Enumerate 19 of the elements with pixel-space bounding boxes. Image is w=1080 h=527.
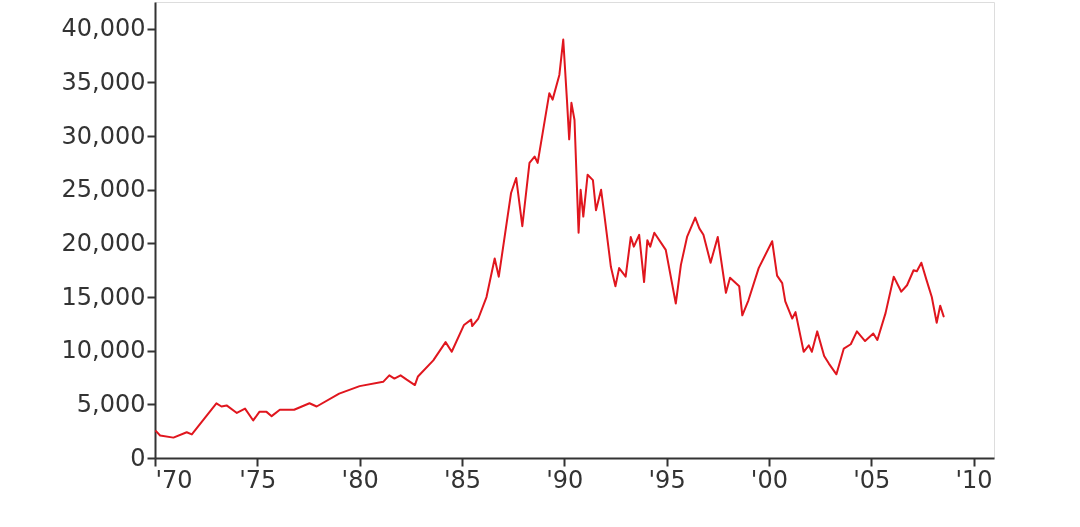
x-tick-label: '10 (955, 465, 993, 494)
x-tick-label: '75 (239, 465, 277, 494)
x-tick-label: '00 (750, 465, 788, 494)
y-tick-label: 20,000 (61, 228, 146, 257)
x-tick-label: '05 (853, 465, 891, 494)
y-tick-label: 25,000 (61, 175, 146, 204)
y-tick-label: 40,000 (61, 14, 146, 43)
y-tick-label: 0 (130, 443, 146, 472)
y-tick-label: 10,000 (61, 336, 146, 365)
y-tick-label: 35,000 (61, 67, 146, 96)
x-tick-label: '70 (155, 465, 193, 494)
y-tick-label: 30,000 (61, 121, 146, 150)
x-tick-label: '95 (648, 465, 686, 494)
x-tick-label: '90 (546, 465, 584, 494)
y-tick-label: 5,000 (76, 389, 146, 418)
x-tick-label: '80 (341, 465, 379, 494)
line-series (155, 38, 945, 439)
x-tick-label: '85 (443, 465, 482, 494)
y-tick-label: 15,000 (61, 282, 146, 311)
